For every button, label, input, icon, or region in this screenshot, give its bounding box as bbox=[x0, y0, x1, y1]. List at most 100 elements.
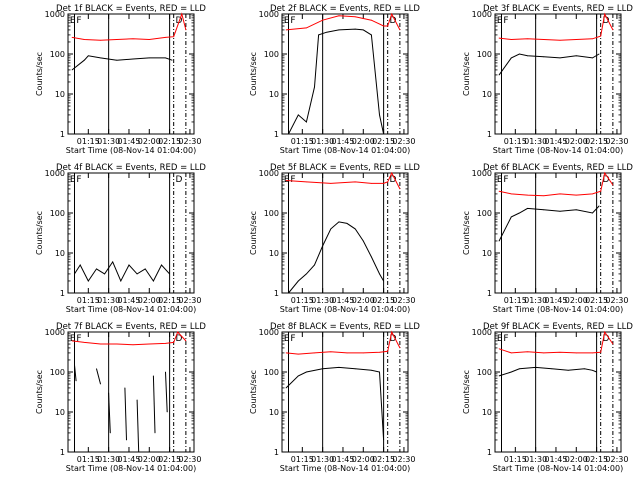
data-point bbox=[354, 368, 356, 370]
data-point bbox=[543, 56, 545, 58]
data-point bbox=[598, 205, 600, 207]
data-point bbox=[383, 182, 385, 184]
data-point bbox=[498, 190, 500, 192]
data-point bbox=[498, 74, 500, 76]
data-point bbox=[383, 25, 385, 27]
x-axis-label: Start Time (08-Nov-14 01:04:00) bbox=[66, 305, 196, 314]
y-tick-label: 1 bbox=[487, 289, 492, 298]
data-point bbox=[527, 194, 528, 196]
data-point bbox=[87, 55, 89, 57]
plot-frame bbox=[67, 172, 195, 294]
data-point bbox=[116, 343, 118, 345]
flag-letter: F bbox=[76, 175, 81, 185]
data-point bbox=[387, 181, 389, 183]
flag-letter: E bbox=[70, 16, 76, 26]
y-axis-label: Counts/sec bbox=[462, 52, 471, 96]
x-tick-label: 01:30 bbox=[311, 137, 334, 146]
x-tick-label: 01:30 bbox=[97, 296, 120, 305]
data-point bbox=[305, 27, 307, 29]
data-point bbox=[346, 352, 348, 354]
data-point bbox=[165, 57, 166, 59]
data-point bbox=[132, 38, 134, 40]
data-point bbox=[74, 364, 75, 366]
flag-letter: D bbox=[389, 175, 396, 185]
events-series-line bbox=[74, 260, 170, 283]
data-point bbox=[71, 37, 73, 38]
detector-panel-5: Det 5f BLACK = Events, RED = LLD 1 10 100 10… bbox=[249, 163, 420, 314]
x-tick-label: 02:15 bbox=[158, 137, 181, 146]
x-tick-label: 01:15 bbox=[504, 296, 527, 305]
data-point bbox=[322, 19, 324, 21]
data-point bbox=[305, 121, 307, 123]
data-point bbox=[584, 368, 585, 370]
flag-letter: E bbox=[497, 175, 503, 185]
panel-title: Det 9f BLACK = Events, RED = LLD bbox=[483, 322, 633, 332]
x-tick-label: 01:15 bbox=[77, 455, 100, 464]
y-tick-label: 100 bbox=[50, 368, 65, 377]
data-point bbox=[510, 216, 512, 218]
data-point bbox=[518, 368, 520, 370]
data-point bbox=[559, 351, 561, 353]
x-tick-label: 01:45 bbox=[117, 455, 140, 464]
x-axis-label: Start Time (08-Nov-14 01:04:00) bbox=[493, 146, 623, 155]
data-point bbox=[75, 380, 77, 382]
data-point bbox=[592, 369, 593, 371]
panel-title: Det 3f BLACK = Events, RED = LLD bbox=[483, 4, 633, 14]
data-point bbox=[604, 172, 606, 174]
x-tick-label: 01:30 bbox=[311, 455, 334, 464]
x-tick-label: 01:45 bbox=[544, 296, 567, 305]
data-point bbox=[338, 15, 340, 17]
plot-frame bbox=[67, 13, 195, 135]
y-axis-label: Counts/sec bbox=[462, 370, 471, 414]
data-point bbox=[399, 188, 401, 190]
data-point bbox=[71, 69, 73, 71]
y-axis-label: Counts/sec bbox=[35, 52, 44, 96]
data-point bbox=[510, 39, 512, 40]
data-point bbox=[498, 37, 500, 39]
data-point bbox=[543, 209, 545, 211]
data-point bbox=[399, 29, 401, 31]
data-point bbox=[185, 340, 187, 342]
x-tick-label: 02:00 bbox=[565, 137, 588, 146]
data-point bbox=[285, 180, 287, 181]
x-tick-label: 01:15 bbox=[291, 455, 314, 464]
flag-letter: E bbox=[70, 175, 76, 185]
flag-letter: F bbox=[76, 334, 81, 344]
x-tick-label: 02:30 bbox=[392, 296, 415, 305]
data-point bbox=[136, 399, 138, 401]
y-tick-label: 1000 bbox=[45, 328, 65, 337]
data-point bbox=[592, 57, 593, 59]
data-point bbox=[136, 273, 138, 275]
panel-title: Det 6f BLACK = Events, RED = LLD bbox=[483, 163, 633, 173]
data-point bbox=[173, 341, 175, 343]
data-point bbox=[166, 411, 168, 413]
data-point bbox=[288, 133, 289, 135]
data-point bbox=[100, 57, 101, 59]
y-axis-label: Counts/sec bbox=[35, 370, 44, 414]
events-series-line bbox=[152, 375, 156, 433]
data-point bbox=[154, 432, 156, 434]
data-point bbox=[128, 264, 130, 266]
data-point bbox=[391, 331, 393, 333]
y-tick-label: 1000 bbox=[472, 169, 492, 178]
data-point bbox=[391, 13, 393, 15]
data-point bbox=[96, 368, 97, 370]
y-tick-label: 100 bbox=[477, 368, 492, 377]
x-tick-label: 02:00 bbox=[565, 455, 588, 464]
x-tick-label: 02:15 bbox=[158, 455, 181, 464]
y-tick-label: 1000 bbox=[259, 169, 279, 178]
y-tick-label: 10 bbox=[482, 249, 492, 258]
panel-title: Det 5f BLACK = Events, RED = LLD bbox=[270, 163, 420, 173]
data-point bbox=[285, 29, 287, 31]
data-point bbox=[148, 343, 150, 345]
data-point bbox=[297, 375, 299, 377]
x-tick-label: 02:15 bbox=[585, 296, 608, 305]
data-point bbox=[575, 352, 577, 354]
data-point bbox=[171, 59, 173, 61]
data-point bbox=[612, 343, 614, 345]
events-series-line bbox=[71, 55, 173, 71]
y-tick-label: 100 bbox=[50, 50, 65, 59]
panel-title: Det 8f BLACK = Events, RED = LLD bbox=[270, 322, 420, 332]
x-tick-label: 01:45 bbox=[331, 137, 354, 146]
y-tick-label: 1 bbox=[274, 289, 279, 298]
